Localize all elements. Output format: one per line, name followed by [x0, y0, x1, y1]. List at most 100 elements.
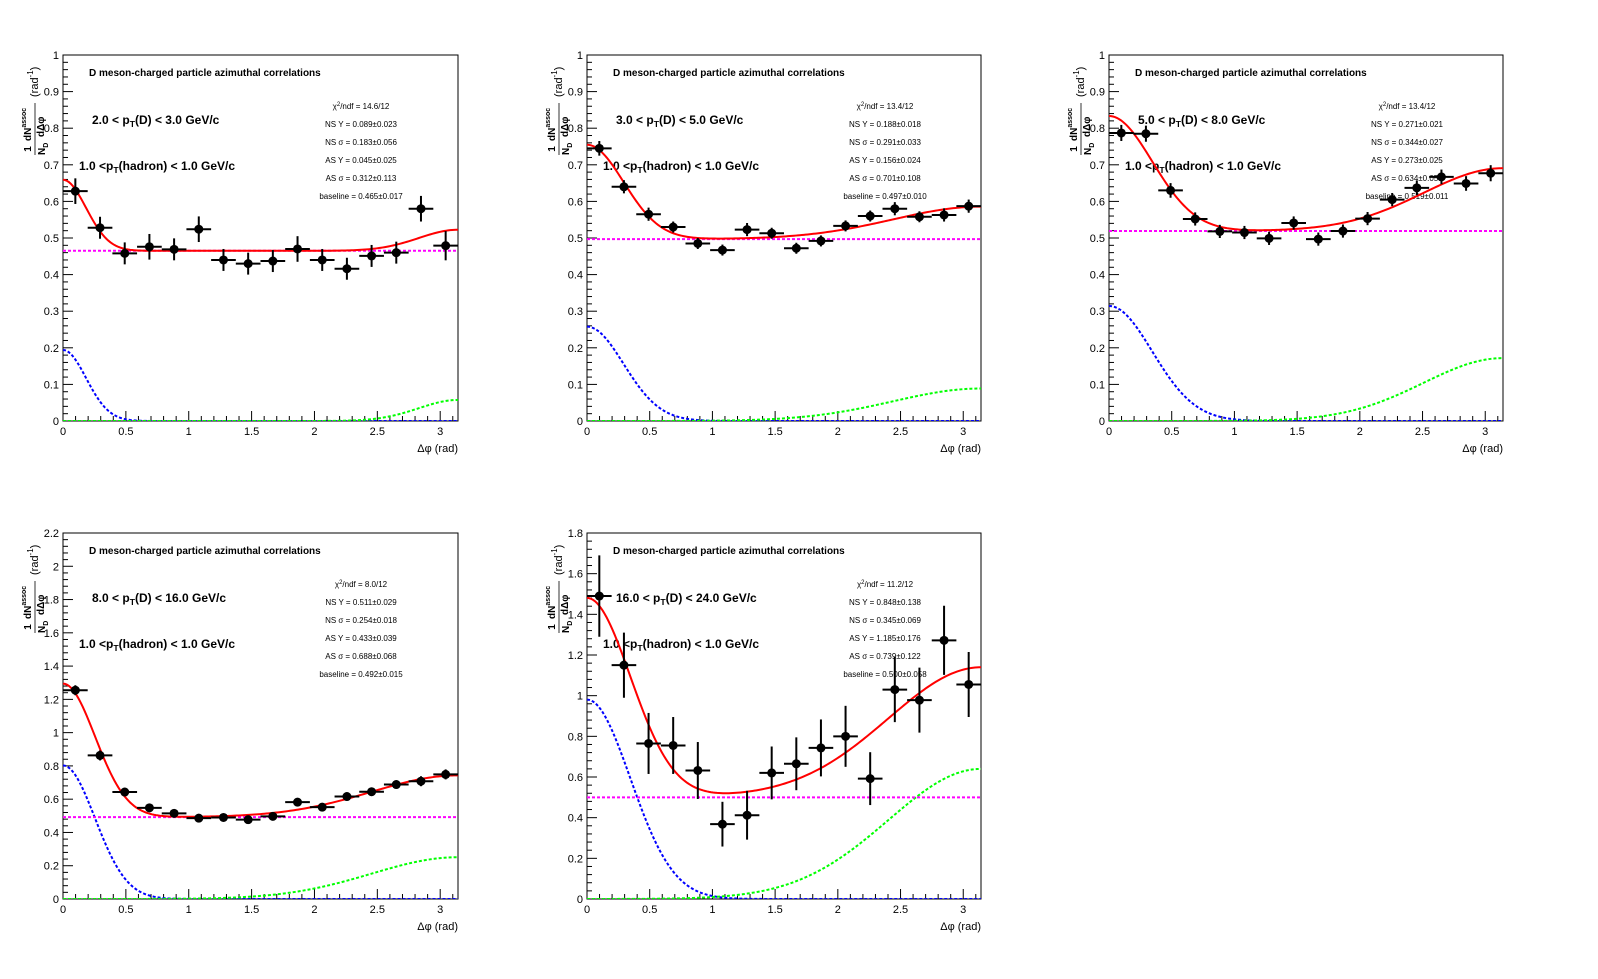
data-point [334, 257, 360, 280]
data-point [161, 808, 187, 818]
data-point [857, 752, 883, 806]
fit-stat-1: χ2/ndf = 13.4/12 [1379, 102, 1436, 111]
fit-stat-6: baseline = 0.497±0.010 [843, 192, 927, 201]
data-point [956, 651, 981, 718]
y-tick-label: 0.3 [44, 306, 59, 318]
curves-group [1109, 115, 1503, 421]
y-tick-label: 0.1 [44, 379, 59, 391]
data-marker [816, 743, 826, 753]
y-tick-label: 0.2 [1090, 343, 1105, 355]
data-marker [342, 264, 352, 274]
data-point [433, 231, 458, 261]
data-marker [268, 256, 278, 266]
y-tick-label: 0.4 [568, 270, 583, 282]
x-tick-label: 1 [1231, 426, 1237, 438]
y-tick-label: 1 [53, 50, 59, 62]
data-marker [717, 819, 727, 829]
y-tick-label: 2.2 [44, 528, 59, 540]
data-marker [594, 143, 604, 153]
fit-stat-3: NS σ = 0.254±0.018 [325, 616, 397, 625]
plot-frame [586, 532, 982, 900]
x-tick-label: 3 [1482, 426, 1488, 438]
plot-frame [62, 54, 459, 422]
fit-stat-4: AS Y = 0.045±0.025 [325, 156, 397, 165]
data-point [833, 220, 858, 232]
data-point [408, 195, 434, 222]
data-point [907, 211, 932, 223]
x-tick-label: 2 [311, 426, 317, 438]
fit-stat-3: NS σ = 0.345±0.069 [849, 616, 921, 625]
data-marker [317, 802, 327, 812]
data-marker [391, 780, 401, 790]
data-marker [194, 813, 204, 823]
data-marker [865, 211, 875, 221]
pt-d-range-label: 3.0 < pT(D) < 5.0 GeV/c [616, 113, 744, 129]
data-point [285, 236, 310, 262]
y-tick-label: 0.8 [1090, 123, 1105, 135]
near-side-curve [1109, 304, 1503, 421]
data-marker [1141, 129, 1151, 139]
y-label-unit: (rad-1) [26, 67, 41, 97]
y-label-denominator: dΔφ [36, 595, 47, 615]
curves-group [587, 143, 981, 421]
away-side-curve [63, 398, 458, 421]
x-tick-label: 0.5 [642, 904, 657, 916]
data-point [1133, 125, 1159, 142]
data-marker [342, 792, 352, 802]
data-marker [218, 255, 228, 265]
data-point [931, 208, 957, 222]
data-point [211, 812, 236, 822]
chart-title: D meson-charged particle azimuthal corre… [613, 68, 845, 79]
y-tick-label: 0.7 [568, 160, 583, 172]
fit-stat-6: baseline = 0.465±0.017 [319, 192, 403, 201]
x-tick-label: 2 [835, 904, 841, 916]
y-tick-label: 0.7 [1090, 160, 1105, 172]
data-point [734, 790, 760, 840]
y-tick-label: 1 [577, 50, 583, 62]
data-marker [268, 811, 278, 821]
y-label-unit: (rad-1) [550, 67, 565, 97]
data-marker [367, 787, 377, 797]
data-point [808, 235, 834, 247]
pt-d-range-label: 16.0 < pT(D) < 24.0 GeV/c [616, 591, 757, 607]
data-marker [890, 204, 900, 214]
away-side-curve [63, 856, 458, 899]
data-marker [1412, 183, 1422, 193]
total-fit-curve [587, 596, 981, 795]
fit-stat-3: NS σ = 0.344±0.027 [1371, 138, 1443, 147]
y-label-unit: (rad-1) [550, 545, 565, 575]
total-fit-curve [63, 682, 458, 818]
data-point [1158, 183, 1183, 198]
x-axis-label: Δφ (rad) [417, 443, 458, 455]
data-marker [1190, 214, 1200, 224]
fit-stat-2: NS Y = 0.089±0.023 [325, 120, 397, 129]
y-tick-label: 1.2 [568, 650, 583, 662]
data-marker [169, 244, 179, 254]
y-label-denominator: dΔφ [36, 117, 47, 137]
y-label-numerator-one: 1 [23, 146, 34, 152]
y-label-denominator-nd: ND [37, 143, 50, 155]
y-tick-label: 1.4 [568, 609, 583, 621]
data-point [235, 815, 261, 825]
data-marker [767, 228, 777, 238]
y-label-denominator: dΔφ [1082, 117, 1093, 137]
chart-panel-5: 0 0.5 1 1.5 2 2.5 3 0 0.2 0.4 0.6 0.8 1 1.2 1.4 1.6 1.8 Δ… [545, 528, 982, 933]
data-point [112, 787, 138, 797]
y-tick-label: 0.6 [568, 196, 583, 208]
y-tick-label: 0.8 [44, 761, 59, 773]
x-tick-label: 2.5 [370, 426, 385, 438]
x-tick-label: 0 [1106, 426, 1112, 438]
y-tick-label: 0 [577, 416, 583, 428]
data-marker [693, 238, 703, 248]
y-tick-label: 0.8 [568, 123, 583, 135]
data-marker [120, 248, 130, 258]
data-point [433, 769, 458, 780]
data-point [784, 737, 809, 791]
y-tick-label: 1.6 [44, 628, 59, 640]
y-tick-label: 0.1 [1090, 379, 1105, 391]
x-tick-label: 0.5 [118, 904, 133, 916]
data-marker [1486, 168, 1496, 178]
